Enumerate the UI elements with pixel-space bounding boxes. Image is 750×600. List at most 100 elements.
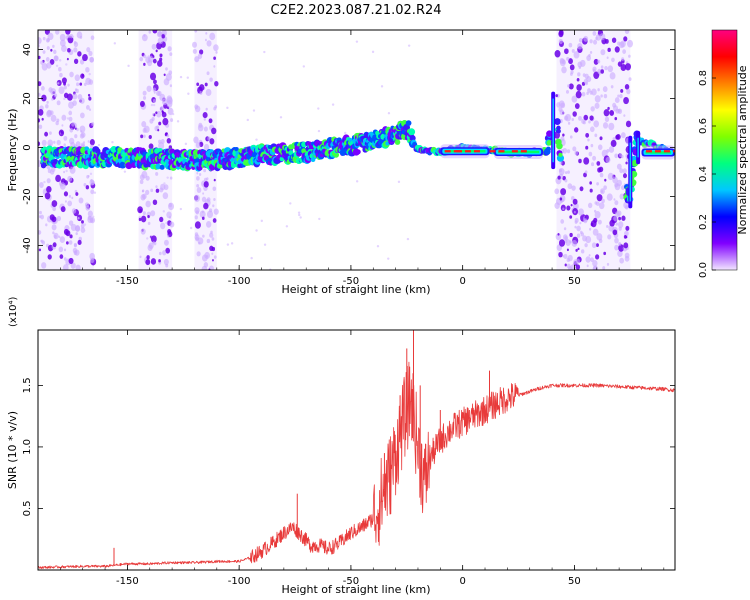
- noise-dot: [603, 109, 610, 117]
- noise-dot: [205, 221, 212, 228]
- spectrogram-x-tick-label: 0: [459, 276, 465, 287]
- colorbar-tick-label: 0.8: [698, 70, 709, 86]
- noise-dot: [38, 118, 41, 123]
- noise-dot: [44, 192, 51, 200]
- noise-dot: [559, 197, 563, 201]
- noise-dot: [585, 132, 590, 138]
- noise-dot: [47, 139, 54, 147]
- noise-dot: [161, 110, 165, 114]
- noise-dot: [156, 125, 160, 130]
- noise-dot: [585, 145, 589, 150]
- noise-dot: [187, 92, 190, 95]
- noise-dot: [46, 109, 52, 116]
- noise-dot: [50, 48, 53, 52]
- noise-dot: [46, 100, 49, 104]
- noise-dot: [162, 192, 169, 200]
- noise-dot: [63, 97, 66, 101]
- noise-dot: [88, 79, 94, 85]
- noise-dot: [554, 188, 560, 195]
- noise-dot: [41, 117, 44, 121]
- noise-dot: [584, 243, 588, 248]
- noise-dot: [166, 138, 172, 144]
- noise-dot: [63, 228, 69, 236]
- noise-dot: [618, 244, 625, 252]
- noise-dot: [162, 250, 167, 256]
- spectrogram-frame: [37, 29, 676, 271]
- noise-dot: [213, 208, 219, 215]
- noise-dot: [397, 180, 401, 184]
- snr-x-tick-label: -100: [228, 576, 251, 587]
- noise-dot: [59, 72, 63, 78]
- noise-dot: [558, 239, 566, 247]
- noise-dot: [41, 63, 48, 71]
- noise-dot: [582, 235, 588, 242]
- noise-dot: [606, 193, 613, 201]
- snr-y-tick-label: 0.5: [22, 501, 33, 517]
- noise-dot: [77, 51, 82, 57]
- noise-dot: [68, 137, 75, 145]
- noise-dot: [577, 247, 580, 251]
- noise-dot: [67, 47, 71, 53]
- noise-dot: [87, 93, 91, 97]
- noise-dot: [208, 118, 213, 124]
- ridge-point: [558, 152, 563, 158]
- noise-dot: [158, 142, 165, 150]
- noise-dot: [297, 211, 301, 214]
- noise-dot: [142, 127, 147, 133]
- noise-dot: [566, 205, 571, 211]
- noise-dot: [614, 244, 619, 251]
- noise-dot: [263, 50, 266, 54]
- noise-dot: [74, 88, 78, 92]
- noise-dot: [158, 139, 162, 144]
- noise-dot: [614, 46, 620, 53]
- noise-dot: [62, 264, 69, 270]
- noise-dot: [127, 64, 130, 68]
- noise-dot: [68, 116, 73, 122]
- noise-dot: [558, 30, 564, 38]
- noise-dot: [566, 56, 570, 61]
- noise-dot: [583, 157, 590, 165]
- noise-dot: [618, 242, 622, 246]
- noise-dot: [593, 71, 600, 79]
- noise-dot: [75, 264, 81, 270]
- noise-dot: [623, 242, 629, 249]
- snr-y-label: SNR (10 * v/v): [6, 411, 19, 489]
- noise-dot: [594, 95, 601, 103]
- noise-dot: [298, 213, 301, 217]
- noise-dot: [569, 240, 572, 244]
- ridge-point: [333, 151, 340, 158]
- noise-dot: [624, 30, 630, 35]
- snr-x-tick-label: 50: [568, 576, 581, 587]
- noise-dot: [159, 216, 164, 223]
- noise-dot: [571, 49, 575, 53]
- noise-dot: [67, 83, 70, 87]
- noise-dot: [152, 87, 157, 92]
- ridge-point: [394, 139, 401, 145]
- noise-dot: [165, 247, 171, 254]
- noise-dot: [145, 200, 151, 208]
- noise-dot: [590, 106, 595, 112]
- spectrogram-y-axis: -40 -20 0 20 40: [22, 43, 675, 254]
- noise-dot: [615, 222, 619, 226]
- noise-dot: [569, 232, 573, 238]
- noise-dot: [604, 178, 607, 182]
- noise-dot: [605, 156, 611, 163]
- noise-dot: [170, 118, 174, 122]
- colorbar: 0.0 0.2 0.4 0.6 0.8 Normalized spectral ampl…: [698, 29, 749, 278]
- ridge-point: [408, 128, 416, 136]
- noise-dot: [69, 71, 74, 78]
- noise-dot: [160, 139, 165, 144]
- noise-dot: [622, 49, 627, 54]
- noise-dot: [158, 121, 162, 126]
- noise-dot: [387, 112, 391, 115]
- noise-dot: [577, 72, 581, 77]
- noise-dot: [68, 194, 72, 198]
- noise-scatter: [38, 30, 634, 270]
- noise-dot: [285, 225, 289, 228]
- noise-dot: [620, 185, 625, 191]
- noise-dot: [212, 218, 217, 223]
- noise-dot: [617, 250, 623, 257]
- noise-dot: [155, 49, 158, 53]
- noise-dot: [610, 139, 617, 148]
- noise-dot: [77, 94, 83, 100]
